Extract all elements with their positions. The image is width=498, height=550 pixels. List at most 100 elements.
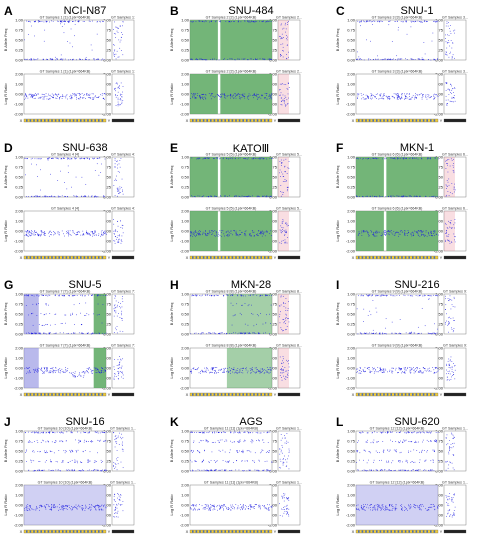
data-point: [357, 97, 358, 99]
chromosome-band: [433, 256, 436, 259]
data-point: [373, 332, 375, 334]
data-point: [56, 158, 58, 159]
data-point: [45, 507, 46, 509]
data-point: [120, 98, 121, 99]
data-point: [436, 95, 438, 97]
data-point: [122, 501, 124, 502]
data-point: [235, 232, 237, 234]
data-point: [447, 321, 449, 322]
data-point: [70, 94, 71, 96]
data-point: [105, 440, 107, 442]
data-point: [74, 470, 75, 471]
data-point: [209, 372, 210, 374]
data-point: [25, 97, 27, 99]
data-point: [74, 469, 75, 471]
data-point: [67, 505, 68, 507]
data-point: [25, 450, 27, 452]
data-point: [93, 462, 95, 464]
data-point: [51, 58, 53, 60]
data-point: [120, 359, 122, 361]
data-point: [379, 295, 381, 297]
data-point: [285, 229, 287, 231]
data-point: [42, 295, 44, 296]
data-point: [430, 158, 432, 160]
panel-header-top: GT Samples 7 [7] (1pix=664KB): [40, 290, 91, 294]
y-label-baf: B Allele Freq: [335, 166, 340, 189]
data-point: [33, 94, 34, 96]
data-point: [449, 90, 451, 92]
data-point: [362, 370, 364, 371]
data-point: [372, 295, 373, 296]
data-point: [64, 96, 66, 97]
tick-baf: 0.25: [181, 185, 190, 190]
data-point: [414, 97, 416, 98]
data-point: [116, 30, 118, 32]
data-point: [389, 58, 391, 60]
chromosome-band: [47, 393, 50, 396]
tick-baf-side: 0.75: [435, 28, 444, 33]
data-point: [210, 93, 212, 95]
data-point: [377, 59, 379, 60]
data-point: [96, 59, 98, 60]
data-point: [114, 54, 115, 55]
data-point: [413, 157, 415, 159]
tick-logr: 2.00: [15, 72, 24, 77]
data-point: [382, 96, 384, 97]
chromosome-band: [69, 393, 71, 396]
data-point: [430, 370, 432, 372]
data-point: [55, 59, 57, 61]
data-point: [41, 470, 43, 471]
data-point: [32, 312, 34, 314]
data-point: [433, 21, 435, 22]
data-point: [84, 21, 85, 22]
data-point: [437, 234, 439, 236]
data-point: [64, 182, 65, 183]
data-point: [252, 294, 254, 296]
data-point: [65, 21, 66, 22]
data-point: [121, 310, 123, 312]
data-point: [119, 317, 121, 318]
data-point: [104, 367, 106, 368]
data-point: [52, 506, 54, 508]
data-point: [60, 506, 62, 507]
data-point: [452, 306, 454, 307]
data-point: [424, 325, 426, 327]
data-point: [284, 235, 286, 236]
data-point: [241, 332, 243, 334]
data-point: [202, 158, 204, 160]
data-point: [191, 59, 193, 61]
tick-baf: 0.00: [181, 58, 190, 63]
data-point: [229, 94, 231, 96]
data-point: [63, 20, 64, 22]
data-point: [424, 20, 426, 22]
data-point: [119, 496, 121, 498]
data-point: [30, 93, 32, 95]
data-point: [287, 374, 289, 376]
data-point: [224, 369, 225, 371]
data-point: [375, 333, 376, 334]
data-point: [448, 239, 450, 241]
data-point: [419, 235, 421, 237]
data-point: [116, 50, 118, 52]
data-point: [260, 231, 261, 233]
data-point: [215, 196, 217, 197]
data-point: [90, 371, 92, 372]
data-point: [204, 294, 206, 296]
data-point: [57, 295, 59, 297]
data-point: [190, 333, 192, 335]
data-point: [229, 369, 231, 371]
data-point: [87, 157, 88, 159]
data-point: [448, 234, 450, 235]
data-point: [402, 196, 404, 197]
data-point: [408, 332, 410, 334]
data-point: [373, 235, 375, 237]
data-point: [72, 372, 74, 373]
data-point: [256, 295, 258, 296]
data-point: [433, 233, 434, 234]
data-point: [86, 232, 88, 234]
data-point: [450, 227, 452, 229]
data-point: [93, 58, 95, 60]
data-point: [434, 367, 436, 368]
data-point: [200, 371, 201, 372]
chromosome-band: [217, 256, 219, 259]
